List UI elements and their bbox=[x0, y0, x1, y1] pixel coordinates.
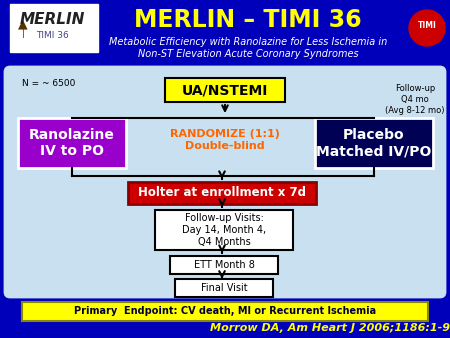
FancyBboxPatch shape bbox=[155, 210, 293, 250]
Text: UA/NSTEMI: UA/NSTEMI bbox=[182, 83, 268, 97]
FancyBboxPatch shape bbox=[5, 67, 445, 297]
FancyBboxPatch shape bbox=[170, 256, 278, 274]
FancyBboxPatch shape bbox=[315, 118, 433, 168]
FancyBboxPatch shape bbox=[18, 118, 126, 168]
Text: Morrow DA, Am Heart J 2006;1186:1-9: Morrow DA, Am Heart J 2006;1186:1-9 bbox=[210, 323, 450, 333]
Text: |: | bbox=[22, 29, 24, 39]
Text: Metabolic Efficiency with Ranolazine for Less Ischemia in: Metabolic Efficiency with Ranolazine for… bbox=[109, 37, 387, 47]
Text: Ranolazine
IV to PO: Ranolazine IV to PO bbox=[29, 128, 115, 158]
Text: Follow-up
Q4 mo
(Avg 8-12 mo): Follow-up Q4 mo (Avg 8-12 mo) bbox=[385, 84, 445, 115]
Text: RANDOMIZE (1:1)
Double-blind: RANDOMIZE (1:1) Double-blind bbox=[170, 129, 280, 151]
Circle shape bbox=[409, 10, 445, 46]
Text: Primary  Endpoint: CV death, MI or Recurrent Ischemia: Primary Endpoint: CV death, MI or Recurr… bbox=[74, 307, 376, 316]
Text: ▲: ▲ bbox=[18, 18, 28, 30]
FancyBboxPatch shape bbox=[175, 279, 273, 297]
FancyBboxPatch shape bbox=[22, 302, 428, 321]
Text: N = ~ 6500: N = ~ 6500 bbox=[22, 79, 76, 89]
Text: MERLIN: MERLIN bbox=[19, 13, 85, 27]
Text: MERLIN – TIMI 36: MERLIN – TIMI 36 bbox=[134, 8, 362, 32]
Text: TIMI 36: TIMI 36 bbox=[36, 31, 68, 41]
FancyBboxPatch shape bbox=[128, 182, 316, 204]
Text: TIMI: TIMI bbox=[418, 21, 436, 29]
Text: Placebo
Matched IV/PO: Placebo Matched IV/PO bbox=[316, 128, 432, 158]
Text: Non-ST Elevation Acute Coronary Syndromes: Non-ST Elevation Acute Coronary Syndrome… bbox=[138, 49, 358, 59]
Text: Follow-up Visits:
Day 14, Month 4,
Q4 Months: Follow-up Visits: Day 14, Month 4, Q4 Mo… bbox=[182, 213, 266, 247]
Text: ETT Month 8: ETT Month 8 bbox=[194, 260, 254, 270]
FancyBboxPatch shape bbox=[165, 78, 285, 102]
Text: Holter at enrollment x 7d: Holter at enrollment x 7d bbox=[138, 187, 306, 199]
Text: Final Visit: Final Visit bbox=[201, 283, 248, 293]
FancyBboxPatch shape bbox=[10, 4, 98, 52]
